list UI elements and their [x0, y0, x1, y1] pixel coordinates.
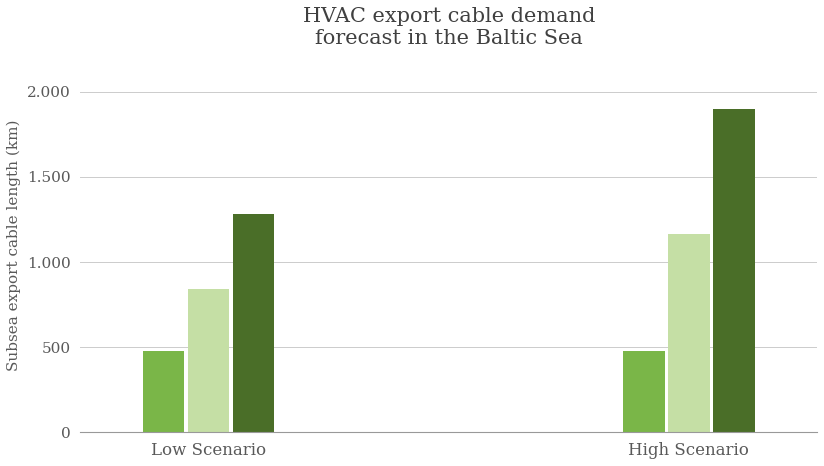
- Bar: [668, 234, 709, 432]
- Title: HVAC export cable demand
forecast in the Baltic Sea: HVAC export cable demand forecast in the…: [302, 7, 595, 48]
- Bar: [713, 109, 755, 432]
- Bar: [188, 289, 229, 432]
- Bar: [623, 351, 665, 432]
- Bar: [143, 351, 185, 432]
- Y-axis label: Subsea export cable length (km): Subsea export cable length (km): [7, 119, 21, 371]
- Bar: [232, 213, 274, 432]
